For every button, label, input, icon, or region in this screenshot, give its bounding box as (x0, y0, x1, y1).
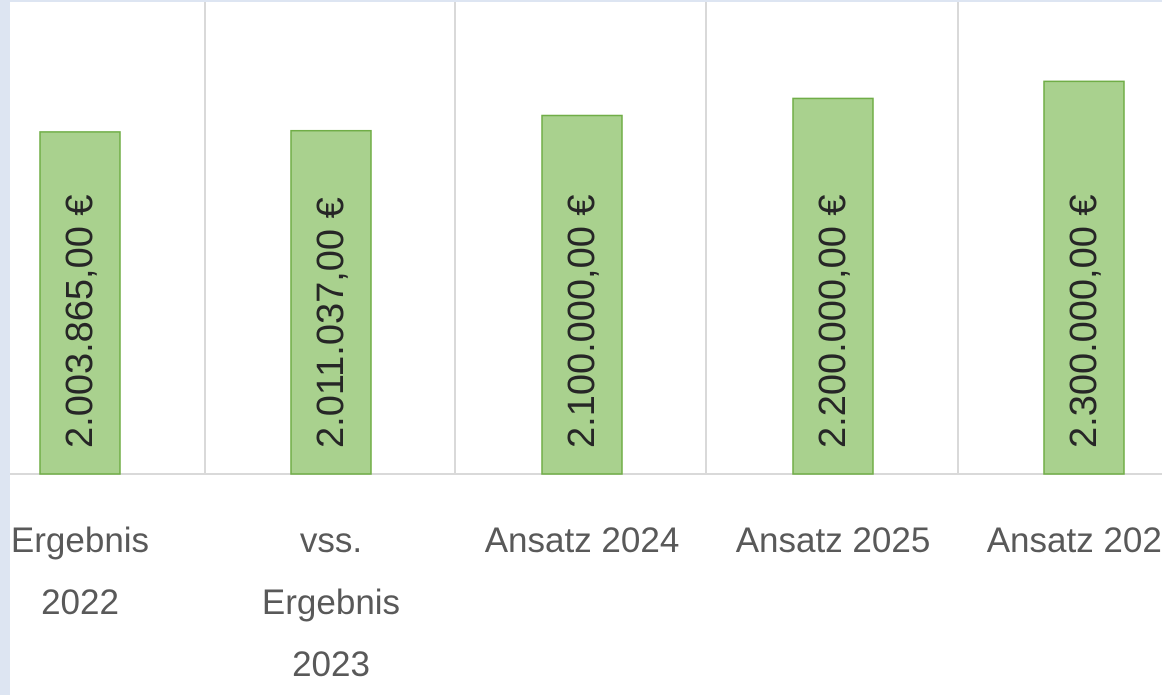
x-tick-label: vss. Ergebnis 2023 (261, 521, 401, 684)
chart: 2.003.865,00 € 2.011.037,00 € 2.100.000,00… (10, 2, 1162, 695)
x-tick-label: Ansatz 2026 (986, 521, 1162, 560)
x-tick-label: Ansatz 2025 (735, 521, 931, 560)
value-label: 2.200.000,00 € (812, 194, 854, 448)
x-tick-label: Ansatz 2024 (484, 521, 680, 560)
bar (792, 97, 874, 475)
value-label: 2.100.000,00 € (561, 194, 603, 448)
bar (290, 129, 372, 475)
bar (541, 114, 623, 475)
value-label: 2.011.037,00 € (310, 197, 352, 448)
bar (39, 131, 121, 475)
bar (1043, 80, 1125, 475)
value-label: 2.003.865,00 € (59, 194, 101, 448)
value-label: 2.300.000,00 € (1063, 194, 1105, 448)
x-tick-label: Ergebnis 2022 (10, 521, 150, 622)
plot-area: 2.003.865,00 € 2.011.037,00 € 2.100.000,00… (10, 2, 1162, 475)
